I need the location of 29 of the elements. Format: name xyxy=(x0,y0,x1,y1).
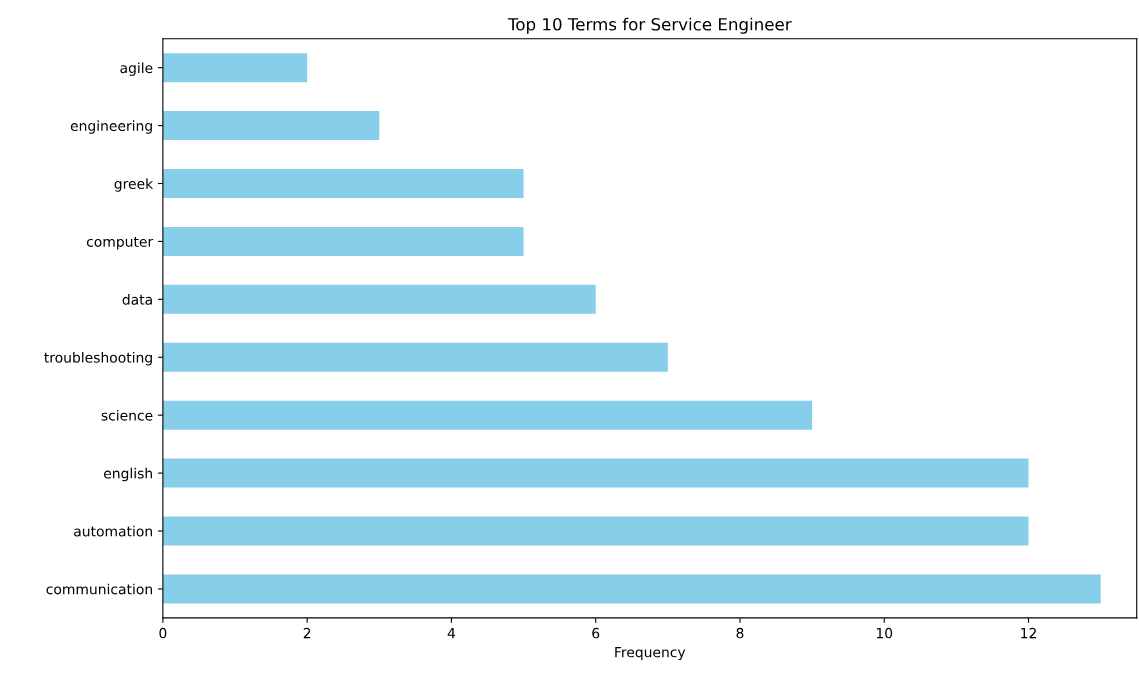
bar xyxy=(162,574,1101,604)
y-tick-label: agile xyxy=(120,62,153,76)
y-tick-label: engineering xyxy=(70,120,152,134)
y-tick-label: greek xyxy=(114,178,154,192)
bar xyxy=(162,400,813,430)
bar xyxy=(162,53,308,83)
chart-title: Top 10 Terms for Service Engineer xyxy=(507,17,792,34)
bar xyxy=(162,458,1029,488)
bar xyxy=(162,169,524,198)
x-tick-label: 0 xyxy=(159,627,167,639)
bar xyxy=(162,111,380,141)
x-tick-label: 12 xyxy=(1021,627,1036,639)
x-axis-title: Frequency xyxy=(615,647,686,661)
y-tick-label: computer xyxy=(86,236,154,250)
x-tick-label: 8 xyxy=(736,627,744,639)
bar xyxy=(162,226,524,256)
x-tick-label: 2 xyxy=(303,627,311,639)
y-tick-label: automation xyxy=(74,525,152,537)
bar xyxy=(162,284,596,314)
x-tick-label: 4 xyxy=(447,628,456,639)
y-tick-label: science xyxy=(101,409,153,421)
y-tick-label: troubleshooting xyxy=(44,351,152,366)
bar xyxy=(162,516,1029,546)
y-tick-label: data xyxy=(122,294,152,305)
y-tick-label: english xyxy=(104,467,152,482)
bar xyxy=(162,342,668,372)
x-tick-label: 10 xyxy=(876,627,893,639)
x-tick-label: 6 xyxy=(592,627,600,639)
y-tick-label: communication xyxy=(46,583,152,595)
